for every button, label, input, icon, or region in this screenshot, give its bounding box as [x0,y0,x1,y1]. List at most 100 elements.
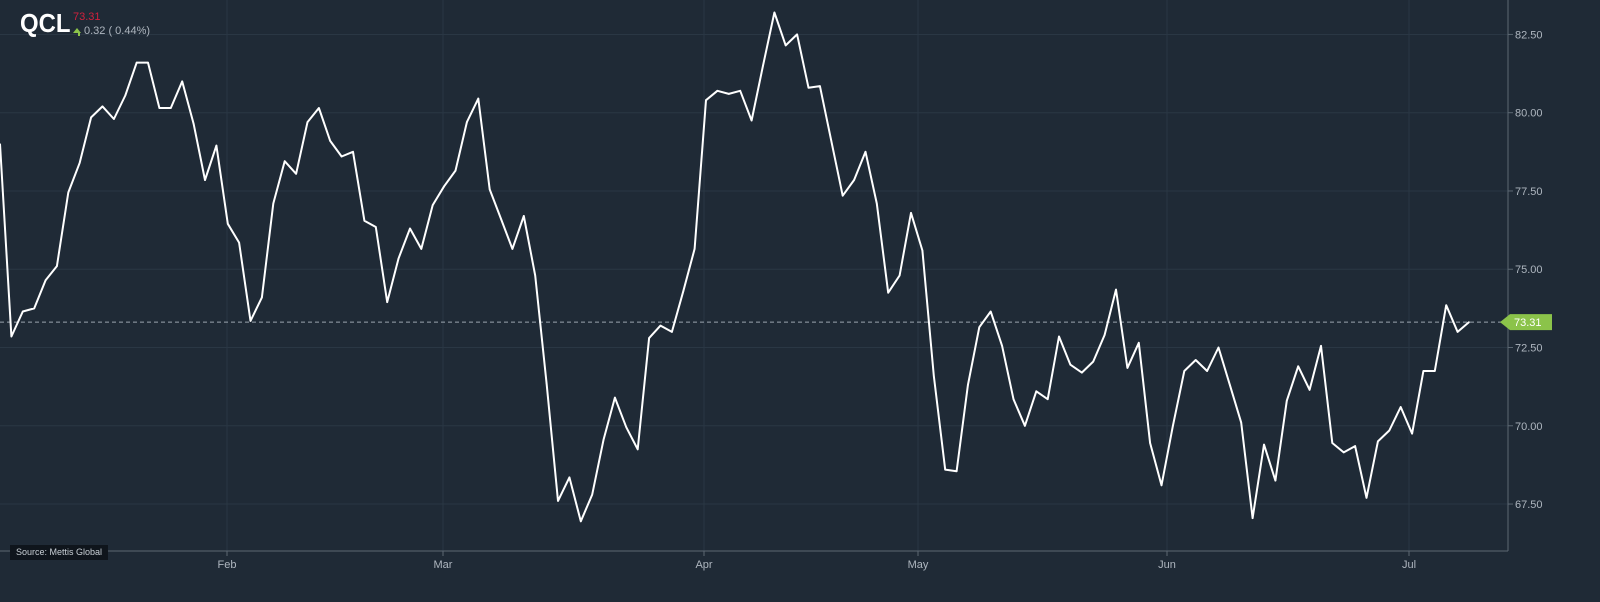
price-point [147,61,149,64]
price-point [1251,517,1254,519]
price-point [375,226,377,228]
up-arrow-icon [73,28,81,33]
quote-price: 73.31 [73,11,101,23]
up-arrow-stem [78,33,80,36]
price-point [1297,365,1299,368]
price-point [773,11,776,14]
price-point [739,90,741,92]
price-point [124,94,127,97]
price-point [1229,384,1231,386]
price-point [488,188,491,191]
price-point [671,331,673,333]
price-point [22,310,24,313]
price-point [1012,398,1015,401]
grid-lines [0,0,1508,551]
price-point [420,248,423,250]
price-point [1217,346,1220,349]
price-point [523,215,525,217]
price-point [910,212,912,214]
price-point [762,64,764,67]
price-point [978,326,981,329]
price-point [989,310,992,313]
x-tick-label: Apr [695,559,712,571]
price-point [238,241,240,244]
price-point [796,33,798,36]
price-point [511,248,514,250]
price-point [864,151,867,153]
y-tick-label: 82.50 [1515,29,1543,41]
price-point [1388,429,1391,432]
price-point [272,202,275,205]
price-point [1365,497,1368,499]
price-point [44,279,47,282]
price-point [329,140,332,142]
price-point [1399,406,1402,408]
price-point [249,320,252,322]
quote-change: 0.32 ( 0.44%) [84,25,151,37]
price-point [967,384,969,386]
y-axis-ticks: 67.50 70.00 72.50 75.00 77.50 80.00 82.50 [1508,29,1543,511]
price-point [1160,484,1163,487]
price-point [1342,451,1345,454]
price-point [1422,370,1425,372]
price-point [830,140,833,142]
price-point [283,160,286,162]
price-point [1240,421,1242,424]
price-point [33,307,35,310]
x-tick-label: Mar [434,559,453,571]
price-point [1286,399,1288,402]
price-point [659,324,662,327]
price-point [648,337,650,339]
price-point [819,85,821,87]
price-point [181,80,183,83]
price-point [170,107,172,109]
price-point [1411,432,1413,435]
y-tick-label: 77.50 [1515,186,1543,198]
y-tick-label: 80.00 [1515,108,1543,120]
price-point [705,99,707,101]
price-point [135,61,138,64]
price-point [67,191,70,194]
price-point [580,520,582,523]
price-point [431,204,434,206]
price-point [215,144,218,147]
price-point [625,426,628,429]
price-point [500,218,502,220]
price-point [1058,335,1060,338]
price-point [56,265,58,267]
price-point [1149,442,1151,444]
price-point [363,219,366,222]
price-point [807,86,810,89]
price-points [0,11,1470,523]
price-point [1263,443,1265,446]
price-point [1103,334,1106,336]
price-point [90,116,92,119]
x-tick-label: May [908,559,929,571]
last-price-tag: 73.31 [1500,314,1552,331]
price-point [477,97,480,100]
y-tick-label: 70.00 [1515,421,1543,433]
price-point [693,248,696,250]
y-tick-label: 75.00 [1515,264,1543,276]
price-point [1001,345,1003,347]
price-point [1024,425,1026,427]
price-point [636,448,639,451]
price-point [261,296,263,299]
price-point [568,476,571,479]
price-point [534,274,536,277]
price-point [876,202,878,205]
price-point [933,374,935,377]
price-point [1172,425,1174,427]
price-point [158,107,161,109]
price-point [955,470,958,473]
price-point [591,493,593,496]
price-point [1456,331,1459,333]
price-point [728,93,730,95]
price-point [1331,442,1334,444]
price-point [545,382,548,385]
price-point [1274,479,1277,482]
ticker-symbol: QCL [20,8,71,38]
x-axis-ticks: Feb Mar Apr May Jun Jul [218,551,1416,571]
price-point [78,162,81,164]
